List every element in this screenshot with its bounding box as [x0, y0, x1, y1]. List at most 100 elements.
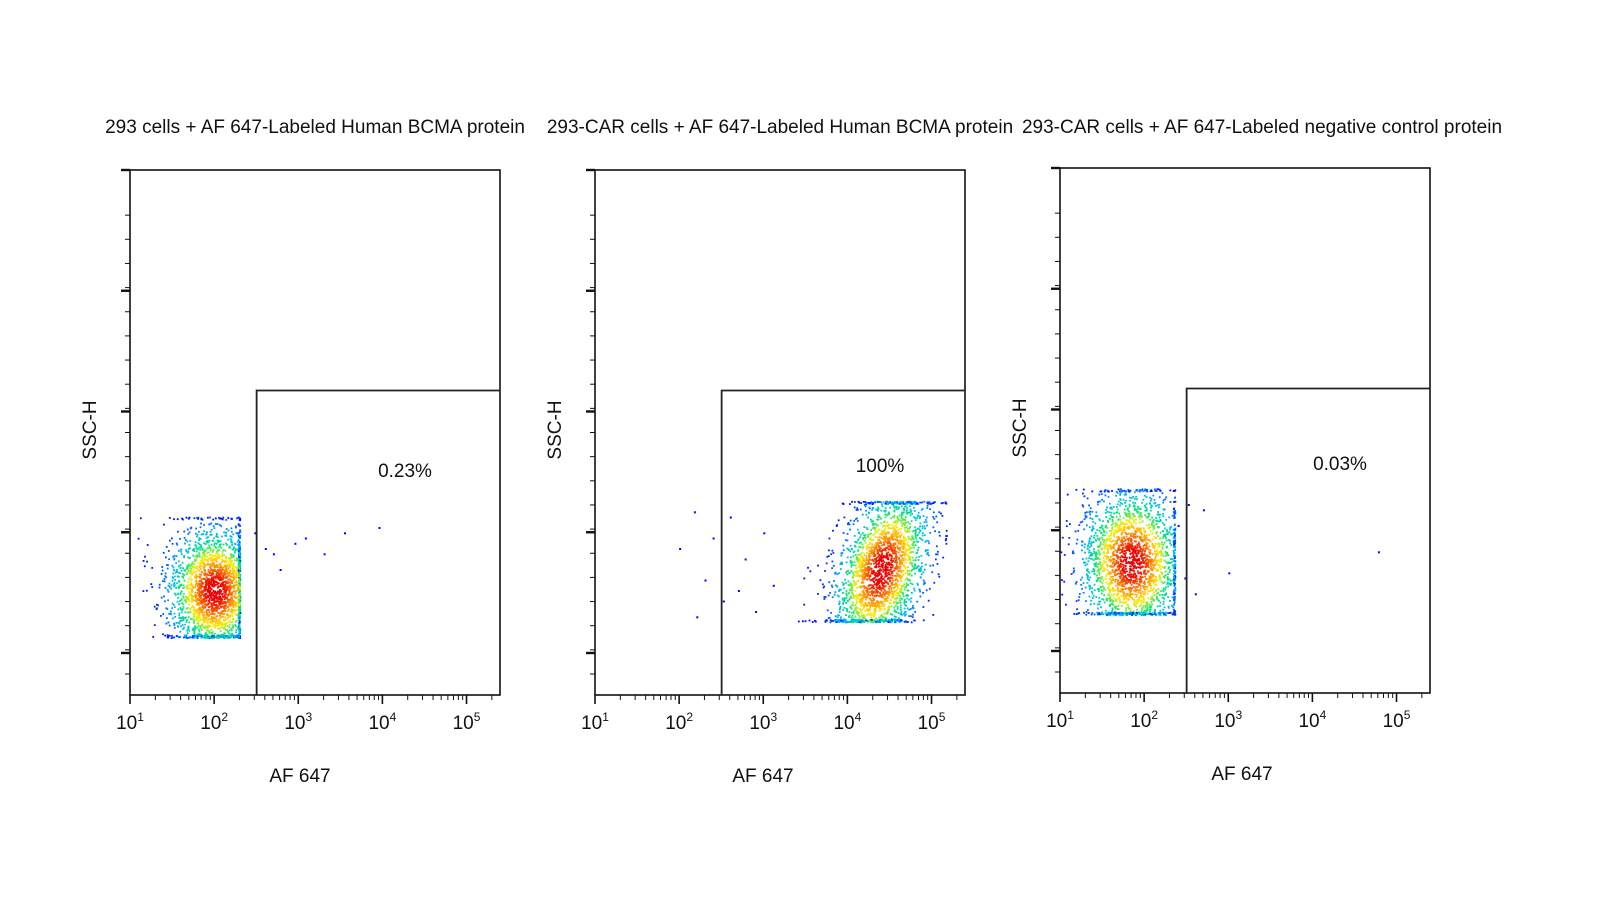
data-point — [899, 613, 902, 616]
data-point — [879, 536, 881, 539]
data-point — [193, 569, 195, 572]
data-point — [875, 523, 877, 525]
data-point — [899, 559, 901, 562]
data-point — [884, 509, 887, 512]
data-point — [896, 526, 898, 529]
outlier-point — [763, 532, 766, 535]
data-point — [882, 501, 885, 504]
data-point — [864, 505, 867, 508]
x-tick-exponent: 2 — [1151, 708, 1158, 722]
data-point — [205, 585, 207, 588]
data-point — [876, 592, 879, 594]
data-point — [1104, 561, 1107, 564]
data-point — [205, 564, 208, 566]
data-point — [893, 516, 896, 519]
data-point — [218, 635, 220, 638]
data-point — [203, 565, 206, 568]
data-point — [215, 606, 218, 609]
data-point — [188, 587, 190, 589]
data-point — [199, 584, 202, 587]
data-point — [198, 573, 201, 576]
data-point — [193, 550, 196, 552]
data-point — [236, 540, 239, 543]
data-point — [870, 520, 873, 523]
data-point — [887, 583, 890, 586]
data-point — [855, 606, 858, 609]
data-point — [227, 594, 229, 597]
data-point — [239, 531, 242, 533]
data-point — [215, 593, 218, 596]
data-point — [887, 558, 890, 561]
data-point — [869, 587, 872, 590]
data-point — [226, 613, 228, 616]
data-point — [1171, 561, 1173, 564]
data-point — [1104, 526, 1107, 529]
data-point — [880, 550, 882, 553]
data-point — [219, 630, 222, 632]
data-point — [215, 603, 218, 606]
data-point — [209, 533, 212, 536]
data-point — [865, 513, 868, 516]
data-point — [1086, 563, 1089, 566]
data-point — [202, 551, 204, 554]
data-point — [878, 584, 881, 587]
data-point — [890, 586, 893, 589]
data-point — [205, 617, 208, 619]
data-point — [163, 580, 166, 583]
data-point — [861, 591, 864, 594]
data-point — [204, 603, 206, 606]
data-point — [853, 579, 855, 582]
data-point — [197, 622, 200, 625]
data-point — [892, 544, 895, 547]
data-point — [181, 624, 184, 626]
data-point — [911, 512, 914, 515]
data-point — [880, 522, 883, 525]
data-point — [872, 552, 875, 555]
data-point — [218, 592, 221, 595]
data-point — [203, 637, 206, 639]
data-point — [898, 502, 901, 505]
data-point — [874, 501, 876, 504]
data-point — [857, 619, 859, 622]
data-point — [871, 543, 873, 545]
data-point — [227, 589, 230, 592]
data-point — [873, 526, 875, 529]
data-point — [176, 582, 178, 585]
data-point — [212, 613, 214, 616]
data-point — [842, 602, 844, 605]
data-point — [868, 562, 870, 564]
data-point — [896, 583, 899, 586]
data-point — [239, 570, 242, 573]
data-point — [890, 549, 893, 552]
data-point — [179, 585, 181, 588]
data-point — [210, 528, 213, 531]
data-point — [203, 572, 206, 575]
data-point — [858, 616, 861, 619]
data-point — [851, 561, 854, 564]
data-point — [864, 566, 866, 569]
data-point — [860, 502, 862, 504]
data-point — [214, 595, 217, 597]
data-point — [885, 553, 888, 556]
data-point — [830, 553, 833, 556]
data-point — [239, 593, 241, 596]
data-point — [901, 545, 903, 548]
data-point — [1119, 524, 1122, 527]
data-point — [896, 561, 898, 564]
data-point — [909, 502, 911, 505]
data-point — [857, 597, 860, 600]
data-point — [822, 583, 824, 586]
data-point — [882, 591, 885, 594]
data-point — [204, 555, 207, 557]
data-point — [911, 556, 914, 559]
data-point — [912, 542, 915, 545]
data-point — [183, 569, 186, 572]
data-point — [180, 590, 183, 593]
data-point — [908, 530, 911, 533]
data-point — [184, 611, 187, 614]
data-point — [875, 524, 878, 527]
data-point — [172, 572, 175, 575]
data-point — [167, 590, 170, 593]
data-point — [224, 605, 227, 608]
data-point — [845, 620, 848, 623]
